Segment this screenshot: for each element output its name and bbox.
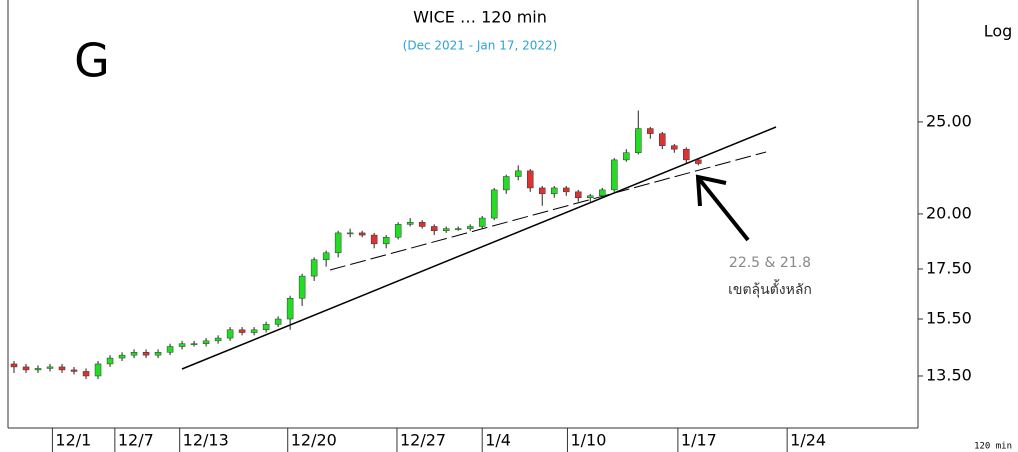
candle-body [250, 329, 258, 333]
candle-body [154, 351, 162, 356]
candle-body [238, 329, 246, 333]
y-tick-label: 13.50 [926, 365, 972, 384]
candle-body [298, 275, 306, 299]
candle-body [430, 226, 438, 231]
candle-body [490, 189, 498, 219]
candle-body [262, 324, 270, 331]
candle-body [442, 228, 450, 231]
interval-label: 120 min [974, 442, 1012, 452]
candle-body [214, 337, 222, 342]
candle-body [466, 226, 474, 229]
candle-body [587, 195, 594, 198]
candle-body [695, 159, 702, 164]
candle-body [683, 148, 690, 161]
candle-body [454, 228, 462, 230]
arrow-head [695, 174, 727, 207]
candle-body [514, 170, 522, 177]
x-tick-label: 12/20 [291, 431, 337, 450]
candle-body [310, 259, 318, 277]
x-tick-label: 1/24 [790, 431, 826, 450]
candle-body [334, 232, 342, 254]
candle-body [190, 343, 198, 345]
candle-body [599, 189, 606, 197]
candle-body [274, 318, 282, 325]
annotation: 22.5 & 21.8 [729, 255, 811, 271]
candle-body [322, 252, 330, 260]
candle-body [70, 369, 78, 372]
panel-label: G [74, 34, 110, 88]
candle-body [118, 354, 126, 359]
candle-body [611, 159, 618, 191]
candle-body [647, 128, 654, 134]
x-tick-label: 12/7 [118, 431, 154, 450]
candle-body [382, 236, 390, 245]
candle-body [130, 351, 138, 356]
annotation: เขตลุ้นตั้งหลัก [728, 279, 812, 298]
candle-body [623, 152, 630, 161]
y-tick-label: 15.50 [926, 309, 972, 328]
candle-body [370, 234, 378, 245]
candle-body [10, 363, 18, 368]
candle-body [526, 170, 534, 189]
x-tick-label: 1/10 [570, 431, 606, 450]
trend-line [181, 126, 777, 370]
candle-body [22, 366, 30, 371]
x-tick-label: 12/27 [400, 431, 446, 450]
chart-title: WICE … 120 min [413, 8, 547, 27]
x-tick-label: 1/17 [681, 431, 717, 450]
candle-body [286, 298, 294, 320]
candle-body [142, 351, 150, 356]
candle-body [166, 346, 174, 353]
x-tick-label: 1/4 [485, 431, 511, 450]
candle-body [418, 221, 426, 227]
candle-body [46, 366, 54, 369]
scale-label: Log [984, 22, 1013, 41]
candle-body [538, 187, 546, 195]
candle-body [550, 187, 558, 195]
candle-body [502, 176, 510, 191]
y-tick-label: 20.00 [926, 203, 972, 222]
x-tick-label: 12/13 [183, 431, 229, 450]
candle-body [478, 217, 486, 227]
y-tick-label: 17.50 [926, 258, 972, 277]
candle-body [346, 232, 354, 235]
candle-body [635, 128, 642, 153]
trend-line-dashed [329, 151, 767, 271]
candle-body [58, 366, 66, 371]
candle-body [34, 368, 42, 371]
x-tick-label: 12/1 [55, 431, 91, 450]
candle-body [106, 357, 114, 365]
candle-body [659, 133, 666, 146]
chart-subtitle: (Dec 2021 - Jan 17, 2022) [403, 39, 558, 53]
candle-body [202, 340, 210, 344]
candle-body [671, 145, 678, 150]
candle-body [358, 232, 366, 236]
candle-body [178, 343, 186, 347]
arrow-shaft [698, 178, 750, 242]
candle-body [94, 363, 102, 377]
candle-body [82, 371, 90, 377]
candle-body [226, 329, 234, 339]
candle-body [562, 187, 570, 193]
candle-body [406, 221, 414, 225]
candle-body [575, 191, 582, 198]
y-tick-label: 25.00 [926, 111, 972, 130]
candle-body [394, 224, 402, 238]
